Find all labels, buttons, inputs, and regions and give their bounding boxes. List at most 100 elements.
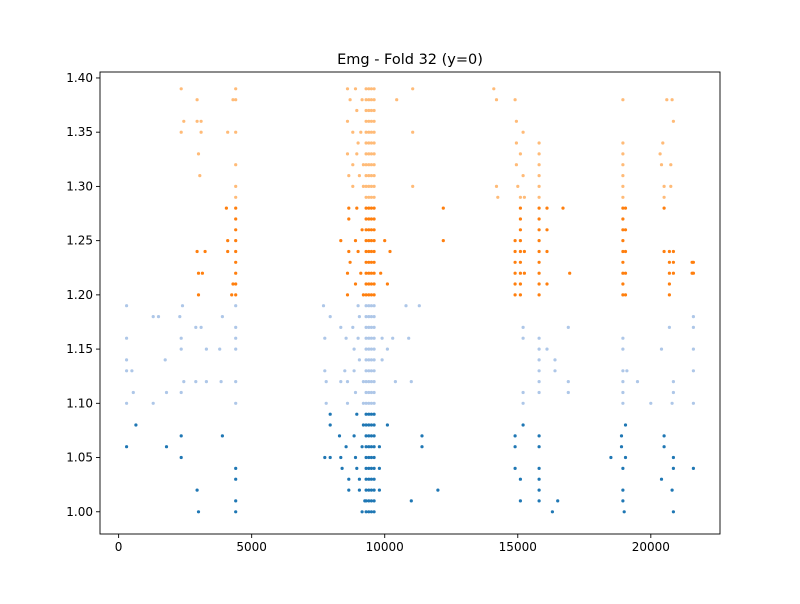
data-point-series-3 (367, 152, 371, 156)
data-point-series-2 (372, 239, 376, 243)
data-point-series-1 (364, 304, 368, 308)
data-point-series-0 (364, 510, 368, 514)
data-point-series-0 (372, 434, 376, 438)
data-point-series-3 (492, 87, 496, 91)
data-point-series-0 (372, 499, 376, 503)
data-point-series-2 (364, 271, 368, 275)
data-point-series-0 (195, 488, 199, 492)
data-point-series-3 (179, 87, 183, 91)
data-point-series-2 (522, 271, 527, 275)
data-point-series-2 (545, 206, 549, 210)
data-point-series-0 (179, 434, 183, 438)
data-point-series-1 (179, 347, 183, 351)
data-point-series-3 (513, 98, 517, 102)
data-point-series-3 (372, 141, 376, 145)
data-point-series-3 (179, 130, 183, 134)
data-point-series-0 (364, 477, 368, 481)
data-point-series-3 (356, 141, 360, 145)
data-point-series-1 (364, 336, 368, 340)
data-point-series-1 (649, 401, 653, 405)
data-point-series-0 (234, 510, 238, 514)
data-point-series-1 (691, 325, 696, 329)
data-point-series-2 (667, 249, 672, 254)
data-point-series-3 (231, 98, 235, 102)
data-point-series-2 (621, 228, 625, 232)
data-point-series-3 (537, 163, 541, 167)
data-point-series-3 (199, 130, 203, 134)
data-point-series-0 (125, 445, 129, 449)
data-point-series-1 (345, 401, 350, 405)
data-point-series-2 (667, 293, 672, 297)
data-point-series-2 (367, 260, 371, 264)
data-point-series-3 (369, 119, 373, 123)
data-point-series-3 (195, 98, 199, 102)
data-point-series-3 (357, 174, 361, 178)
data-point-series-1 (367, 390, 371, 395)
data-point-series-3 (369, 108, 373, 113)
data-point-series-1 (659, 347, 664, 351)
data-point-series-1 (369, 336, 373, 340)
data-point-series-2 (388, 249, 392, 254)
data-point-series-0 (361, 423, 365, 427)
data-point-series-2 (671, 249, 676, 254)
data-point-series-0 (623, 423, 628, 427)
data-point-series-2 (353, 282, 358, 286)
data-point-series-2 (372, 228, 376, 232)
data-point-series-2 (364, 239, 368, 243)
data-point-series-0 (623, 455, 628, 460)
data-point-series-3 (372, 108, 376, 113)
data-point-series-3 (372, 184, 376, 188)
data-point-series-0 (513, 466, 517, 470)
data-point-series-0 (364, 455, 368, 460)
data-point-series-1 (369, 325, 373, 329)
data-point-series-2 (339, 239, 343, 243)
data-point-series-0 (372, 455, 376, 460)
data-point-series-3 (360, 98, 364, 102)
data-point-series-1 (125, 358, 129, 362)
data-point-series-1 (220, 315, 224, 319)
data-point-series-3 (369, 98, 373, 102)
data-point-series-3 (351, 184, 355, 188)
data-point-series-3 (621, 184, 625, 188)
data-point-series-0 (518, 477, 523, 481)
data-point-series-1 (537, 336, 541, 340)
data-point-series-3 (665, 98, 669, 102)
data-point-series-1 (417, 304, 421, 308)
data-point-series-0 (367, 412, 371, 416)
data-point-series-1 (521, 390, 525, 395)
data-point-series-3 (364, 195, 368, 199)
data-point-series-1 (364, 401, 368, 405)
data-point-series-0 (537, 466, 541, 470)
data-point-series-2 (667, 271, 672, 275)
data-point-series-3 (351, 130, 355, 134)
data-point-series-1 (361, 401, 365, 405)
data-point-series-3 (537, 184, 541, 188)
data-point-series-3 (369, 130, 373, 134)
data-point-series-1 (357, 358, 361, 362)
data-point-series-0 (234, 466, 238, 470)
data-point-series-2 (367, 239, 371, 243)
data-point-series-1 (369, 347, 373, 351)
data-point-series-0 (377, 466, 381, 470)
data-point-series-3 (199, 119, 203, 123)
data-point-series-1 (372, 325, 376, 329)
data-point-series-2 (662, 206, 666, 210)
data-point-series-3 (351, 163, 355, 167)
data-point-series-3 (347, 174, 351, 178)
data-point-series-3 (621, 152, 625, 156)
data-point-series-1 (164, 390, 169, 395)
data-point-series-3 (537, 195, 541, 199)
data-point-series-2 (196, 293, 201, 297)
data-point-series-2 (364, 260, 368, 264)
data-point-series-2 (369, 293, 373, 297)
data-point-series-1 (182, 380, 186, 384)
data-point-series-0 (367, 466, 371, 470)
chart-title: Emg - Fold 32 (y=0) (337, 52, 483, 68)
data-point-series-2 (545, 249, 549, 254)
data-point-series-3 (367, 174, 371, 178)
data-point-series-2 (364, 217, 368, 221)
data-point-series-0 (619, 445, 624, 449)
data-point-series-2 (224, 206, 228, 210)
data-point-series-2 (537, 249, 541, 254)
